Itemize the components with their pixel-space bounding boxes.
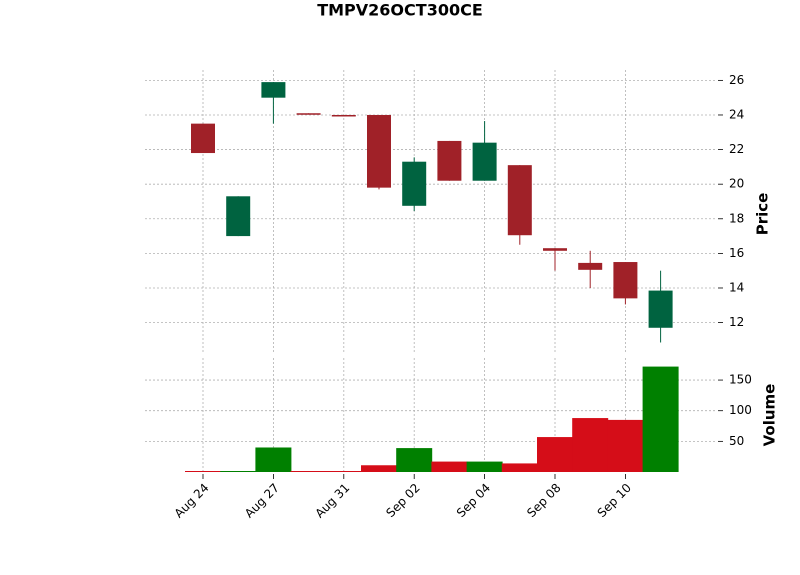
y-tick-label: 20 [729, 177, 744, 191]
chart-title: TMPV26OCT300CE [317, 1, 483, 20]
candle-body [507, 165, 532, 236]
candle-body [261, 82, 286, 98]
volume-bar [325, 471, 362, 472]
price-axis-label: Price [754, 193, 772, 236]
x-tick-label: Sep 04 [454, 481, 493, 520]
y-tick-label: 18 [729, 211, 744, 225]
candle-body [296, 113, 321, 115]
volume-bar [290, 471, 327, 472]
candle-body [226, 196, 251, 237]
candle-body [402, 161, 427, 206]
volume-axis-label: Volume [761, 384, 779, 447]
candle-body [191, 123, 215, 154]
y-tick-label: 12 [729, 315, 744, 329]
volume-bar [501, 463, 538, 472]
volume-bar [431, 461, 468, 472]
volume-bar [537, 437, 573, 472]
candle-body [472, 142, 497, 181]
candle-body [648, 290, 673, 328]
x-tick-label: Aug 27 [242, 481, 282, 521]
volume-bar [185, 471, 221, 472]
y-tick-label: 24 [729, 107, 744, 121]
volume-bar [255, 447, 292, 472]
y-tick-label: 26 [729, 73, 744, 87]
candle-body [331, 114, 356, 117]
x-tick-label: Aug 31 [312, 481, 352, 521]
y-tick-label: 22 [729, 142, 744, 156]
candle-body [437, 140, 462, 181]
volume-bar [572, 418, 609, 472]
x-tick-label: Sep 02 [383, 481, 422, 520]
y-tick-label: 16 [729, 246, 744, 260]
candle-body [578, 262, 603, 270]
volume-bar [607, 419, 644, 472]
x-tick-label: Aug 24 [172, 481, 212, 521]
volume-tick-label: 150 [729, 373, 752, 387]
volume-bar [396, 448, 433, 472]
volume-bar [642, 366, 679, 472]
volume-tick-label: 100 [729, 403, 752, 417]
volume-bar [466, 461, 503, 472]
x-tick-label: Sep 10 [595, 481, 634, 520]
volume-tick-label: 50 [729, 434, 744, 448]
volume-bar [220, 471, 257, 472]
candle-body [367, 114, 391, 188]
x-tick-label: Sep 08 [524, 481, 563, 520]
candle-body [613, 262, 638, 299]
volume-bar [361, 465, 397, 472]
candle-body [543, 248, 567, 251]
y-tick-label: 14 [729, 280, 744, 294]
